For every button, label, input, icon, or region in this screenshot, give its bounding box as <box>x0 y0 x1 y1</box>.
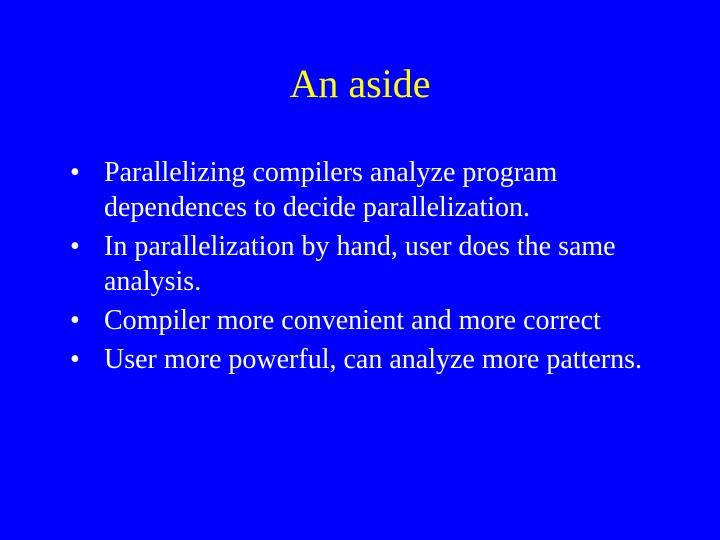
bullet-list: Parallelizing compilers analyze program … <box>40 155 680 377</box>
slide-title: An aside <box>40 60 680 107</box>
list-item: In parallelization by hand, user does th… <box>70 229 680 299</box>
list-item: Parallelizing compilers analyze program … <box>70 155 680 225</box>
list-item: User more powerful, can analyze more pat… <box>70 342 680 377</box>
list-item: Compiler more convenient and more correc… <box>70 303 680 338</box>
